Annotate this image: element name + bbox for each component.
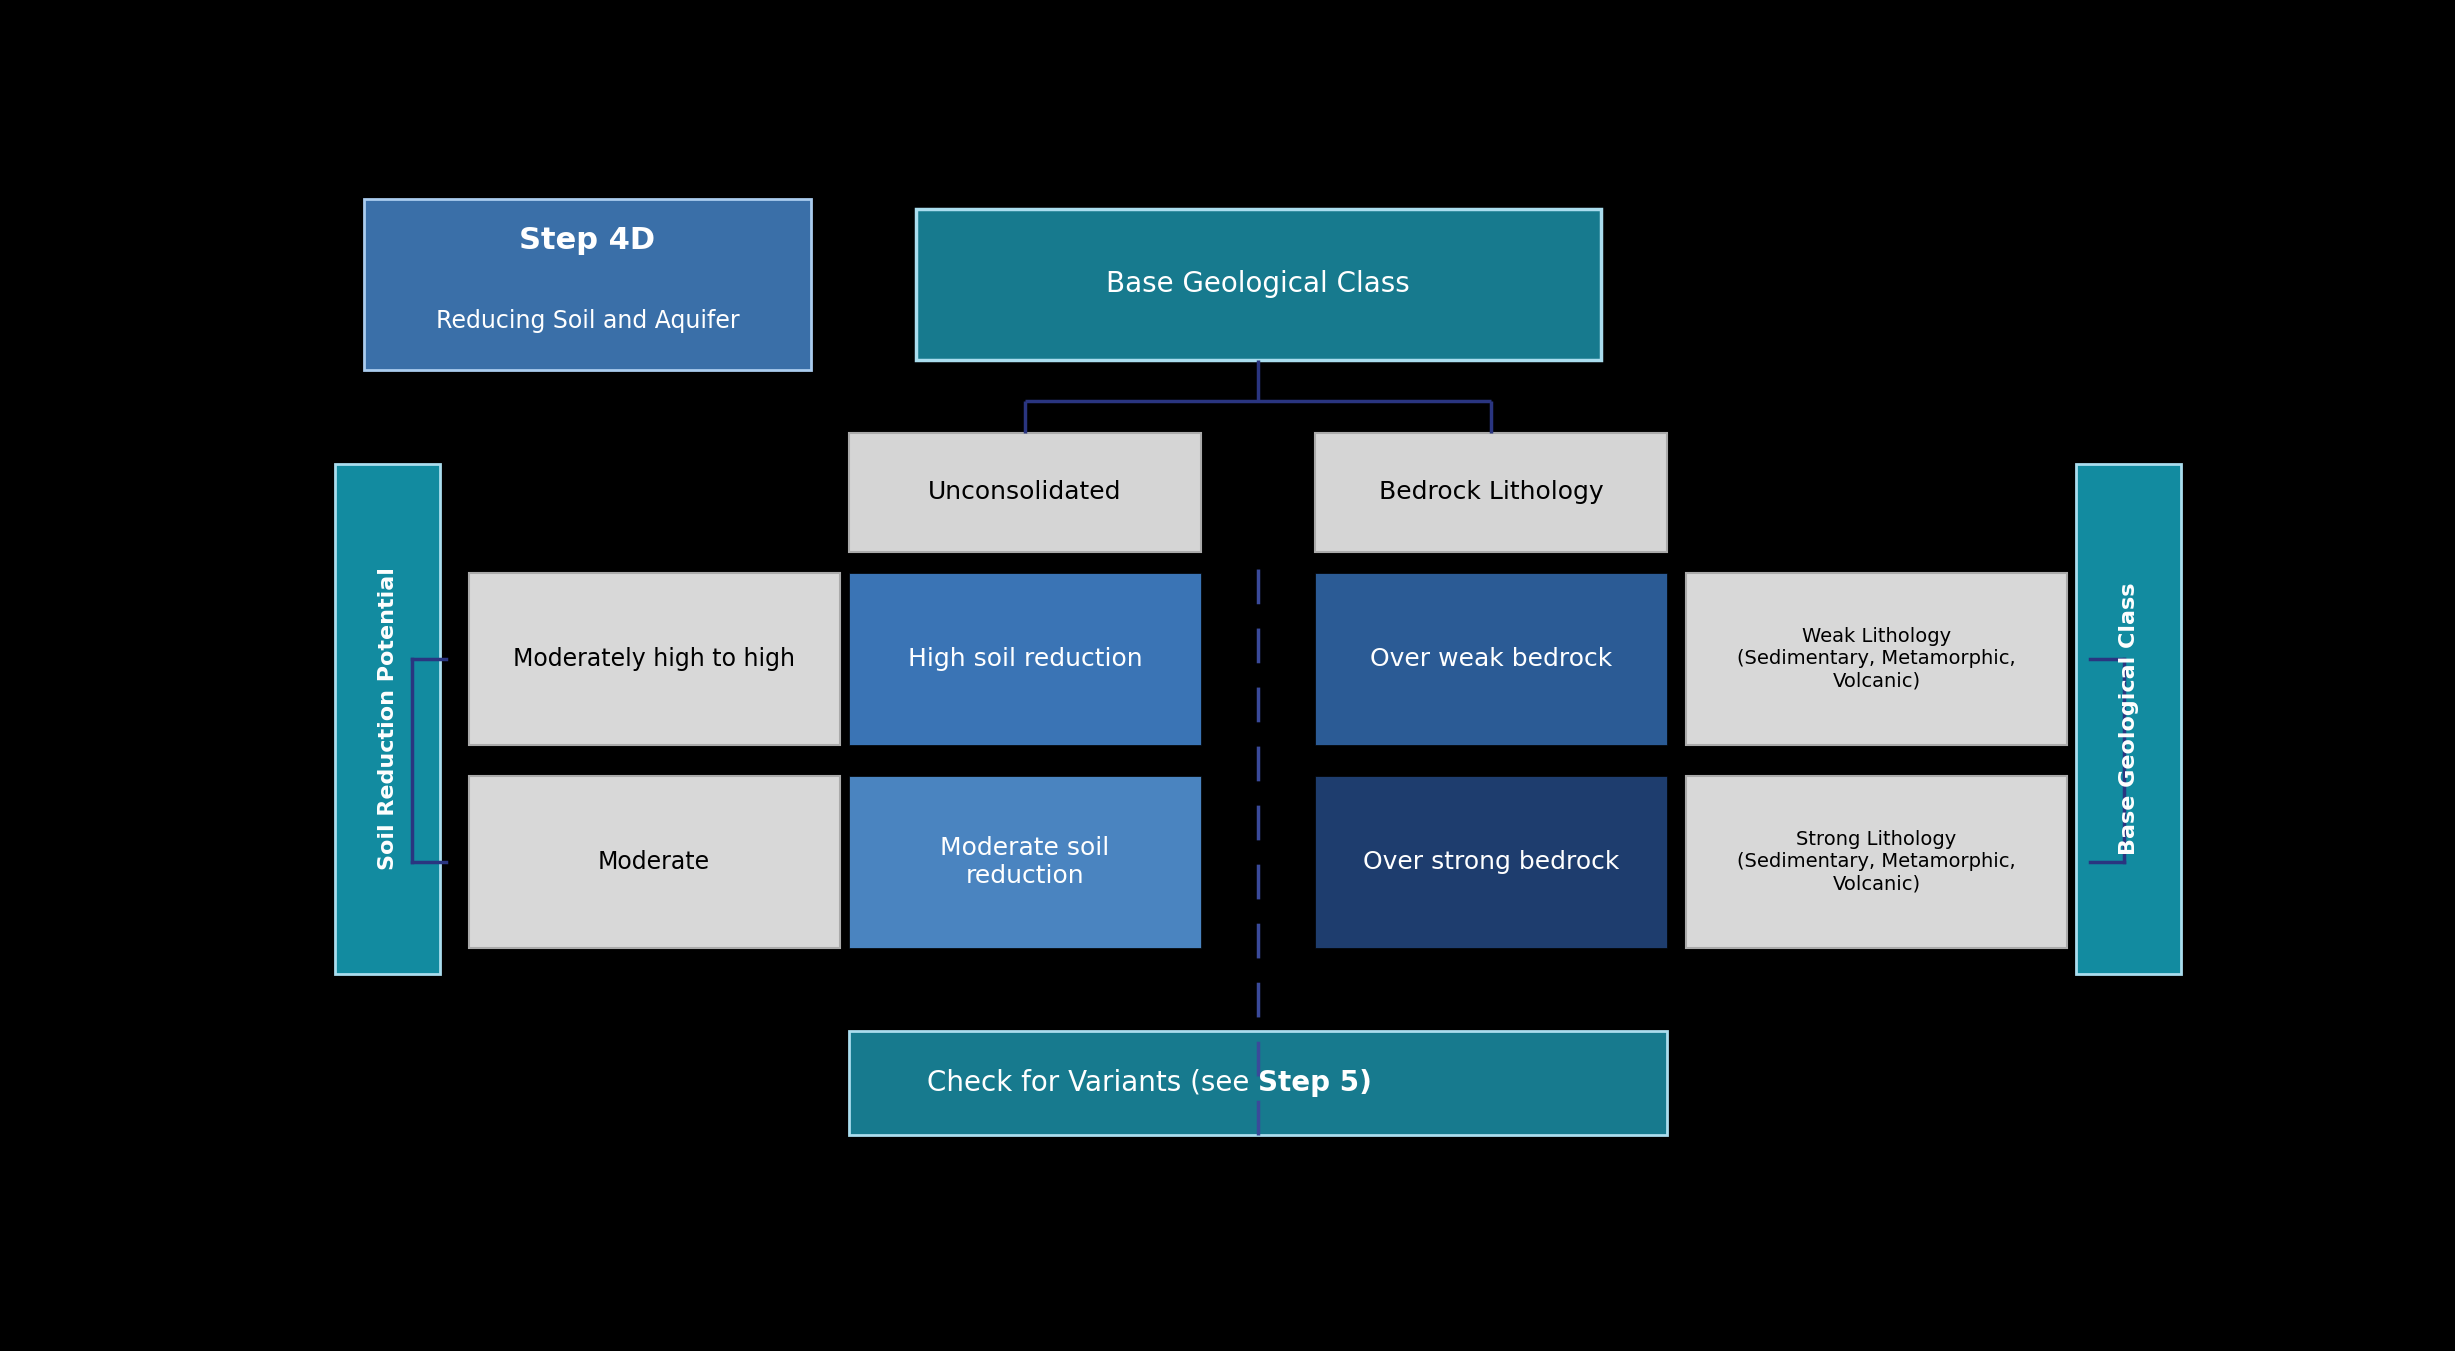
FancyBboxPatch shape xyxy=(849,1031,1667,1135)
Text: Base Geological Class: Base Geological Class xyxy=(1107,270,1409,299)
FancyBboxPatch shape xyxy=(336,463,439,974)
FancyBboxPatch shape xyxy=(469,573,840,744)
FancyBboxPatch shape xyxy=(1687,775,2067,947)
FancyBboxPatch shape xyxy=(916,209,1601,359)
FancyBboxPatch shape xyxy=(849,775,1200,947)
Text: Base Geological Class: Base Geological Class xyxy=(2119,582,2138,855)
Text: Moderate soil
reduction: Moderate soil reduction xyxy=(940,836,1110,888)
Text: Reducing Soil and Aquifer: Reducing Soil and Aquifer xyxy=(435,309,739,332)
Text: Moderately high to high: Moderately high to high xyxy=(513,647,795,671)
FancyBboxPatch shape xyxy=(1316,573,1667,744)
FancyBboxPatch shape xyxy=(2077,463,2180,974)
Text: Step 4D: Step 4D xyxy=(520,226,655,255)
FancyBboxPatch shape xyxy=(1687,573,2067,744)
Text: Step 5): Step 5) xyxy=(1259,1069,1372,1097)
Text: Weak Lithology
(Sedimentary, Metamorphic,
Volcanic): Weak Lithology (Sedimentary, Metamorphic… xyxy=(1738,627,2016,690)
Text: Moderate: Moderate xyxy=(599,850,709,874)
FancyBboxPatch shape xyxy=(363,199,810,370)
Text: Strong Lithology
(Sedimentary, Metamorphic,
Volcanic): Strong Lithology (Sedimentary, Metamorph… xyxy=(1738,831,2016,893)
FancyBboxPatch shape xyxy=(849,432,1200,553)
FancyBboxPatch shape xyxy=(1316,775,1667,947)
Text: Check for Variants (see: Check for Variants (see xyxy=(928,1069,1259,1097)
FancyBboxPatch shape xyxy=(849,573,1200,744)
Text: Unconsolidated: Unconsolidated xyxy=(928,481,1122,504)
Text: High soil reduction: High soil reduction xyxy=(908,647,1142,671)
Text: Bedrock Lithology: Bedrock Lithology xyxy=(1380,481,1603,504)
FancyBboxPatch shape xyxy=(1316,432,1667,553)
FancyBboxPatch shape xyxy=(469,775,840,947)
Text: Over strong bedrock: Over strong bedrock xyxy=(1363,850,1620,874)
Text: Over weak bedrock: Over weak bedrock xyxy=(1370,647,1613,671)
Text: Soil Reduction Potential: Soil Reduction Potential xyxy=(378,567,398,870)
